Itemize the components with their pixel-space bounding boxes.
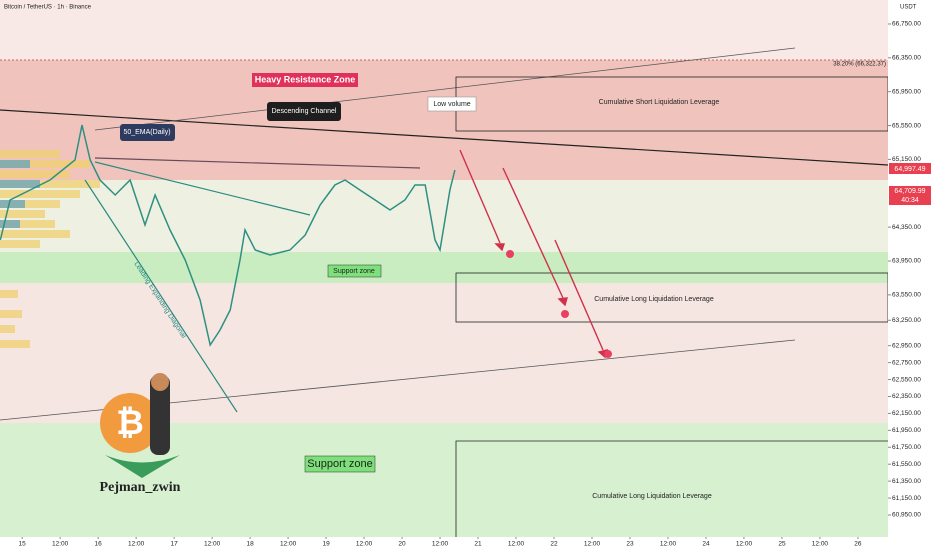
x-tick-label: 21 bbox=[474, 541, 482, 548]
support-label-bg bbox=[327, 264, 382, 278]
x-tick-label: 16 bbox=[95, 541, 103, 548]
x-tick-label: 23 bbox=[626, 541, 634, 548]
y-tick-label: 66,350.00 bbox=[892, 55, 921, 62]
target-dots bbox=[506, 250, 612, 358]
price-tag: 64,997.49 bbox=[894, 166, 925, 173]
svg-text:₿: ₿ bbox=[116, 404, 144, 442]
resistance-label-bg bbox=[252, 73, 358, 87]
ema-label: 50_EMA(Daily) bbox=[123, 129, 170, 136]
x-tick-label: 12:00 bbox=[508, 541, 525, 548]
arrows bbox=[459, 149, 609, 359]
price-tag: 64,709.99 bbox=[894, 188, 925, 195]
y-tick-label: 62,150.00 bbox=[892, 410, 921, 417]
x-tick-label: 15 bbox=[19, 541, 27, 548]
y-tick-label: 63,550.00 bbox=[892, 292, 921, 299]
price-tag-bg bbox=[889, 163, 931, 174]
x-tick-label: 22 bbox=[550, 541, 558, 548]
diagonal-line bbox=[94, 161, 311, 216]
channel-label: Descending Channel bbox=[272, 108, 337, 115]
support-label: Support zone bbox=[333, 268, 375, 275]
x-tick-label: 26 bbox=[854, 541, 862, 548]
x-tick-label: 12:00 bbox=[280, 541, 297, 548]
x-tick-label: 12:00 bbox=[52, 541, 69, 548]
x-tick-label: 20 bbox=[398, 541, 406, 548]
x-tick-label: 17 bbox=[171, 541, 179, 548]
resistance-label: Heavy Resistance Zone bbox=[255, 74, 356, 84]
support-label-2: Support zone bbox=[307, 458, 372, 470]
zone-top bbox=[0, 0, 888, 60]
channel-label-bg bbox=[267, 102, 341, 121]
ema-label-bg bbox=[120, 124, 175, 141]
x-tick-label: 12:00 bbox=[128, 541, 145, 548]
countdown: 40:34 bbox=[901, 197, 919, 204]
y-tick-label: 61,950.00 bbox=[892, 427, 921, 434]
y-tick-label: 64,350.00 bbox=[892, 224, 921, 231]
x-tick-label: 12:00 bbox=[584, 541, 601, 548]
fib-label: 38.20% (66,322.37) bbox=[833, 62, 886, 68]
x-tick-label: 12:00 bbox=[356, 541, 373, 548]
channel-line bbox=[0, 109, 889, 166]
y-tick-label: 63,950.00 bbox=[892, 258, 921, 265]
low-volume-bg bbox=[427, 96, 477, 112]
price-axis bbox=[888, 0, 932, 550]
y-tick-label: 65,950.00 bbox=[892, 88, 921, 95]
y-tick-label: 61,750.00 bbox=[892, 444, 921, 451]
price-line bbox=[0, 124, 456, 347]
y-tick-label: 62,950.00 bbox=[892, 342, 921, 349]
support-label-bg-2 bbox=[304, 455, 376, 473]
x-tick-label: 25 bbox=[778, 541, 786, 548]
volume-profile-blue bbox=[0, 160, 40, 228]
header-title: Bitcoin / TetherUS · 1h · Binance bbox=[4, 5, 92, 11]
y-tick-label: 66,750.00 bbox=[892, 21, 921, 28]
y-tick-label: 62,350.00 bbox=[892, 393, 921, 400]
author: Pejman_zwin bbox=[100, 480, 181, 495]
x-tick-label: 12:00 bbox=[204, 541, 221, 548]
resistance-zone bbox=[0, 60, 888, 180]
x-tick-label: 12:00 bbox=[736, 541, 753, 548]
y-tick-label: 61,150.00 bbox=[892, 495, 921, 502]
y-tick-label: 63,250.00 bbox=[892, 317, 921, 324]
long-liq-label-2: Cumulative Long Liquidation Leverage bbox=[592, 493, 712, 500]
channel-line-upper bbox=[94, 47, 796, 131]
long-liq-label: Cumulative Long Liquidation Leverage bbox=[594, 296, 714, 303]
logo: ₿ bbox=[100, 373, 180, 478]
short-liq-label: Cumulative Short Liquidation Leverage bbox=[599, 99, 720, 106]
x-tick-label: 12:00 bbox=[660, 541, 677, 548]
support-zone-band bbox=[0, 252, 888, 283]
x-tick-label: 12:00 bbox=[432, 541, 449, 548]
y-tick-label: 61,350.00 bbox=[892, 478, 921, 485]
x-tick-label: 24 bbox=[702, 541, 710, 548]
diagonal-line bbox=[84, 179, 238, 413]
y-tick-label: 60,950.00 bbox=[892, 512, 921, 519]
y-tick-label: 65,150.00 bbox=[892, 156, 921, 163]
time-axis bbox=[0, 537, 888, 550]
volume-profile bbox=[0, 150, 100, 348]
y-tick-label: 62,550.00 bbox=[892, 376, 921, 383]
x-tick-label: 18 bbox=[246, 541, 254, 548]
low-volume-label: Low volume bbox=[433, 101, 470, 108]
y-tick-label: 65,550.00 bbox=[892, 122, 921, 129]
currency: USDT bbox=[900, 5, 917, 11]
price-tag-bg bbox=[889, 186, 931, 205]
y-tick-label: 61,550.00 bbox=[892, 461, 921, 468]
x-tick-label: 12:00 bbox=[812, 541, 829, 548]
ema-line bbox=[94, 157, 421, 169]
y-tick-label: 62,750.00 bbox=[892, 359, 921, 366]
x-tick-label: 19 bbox=[322, 541, 330, 548]
